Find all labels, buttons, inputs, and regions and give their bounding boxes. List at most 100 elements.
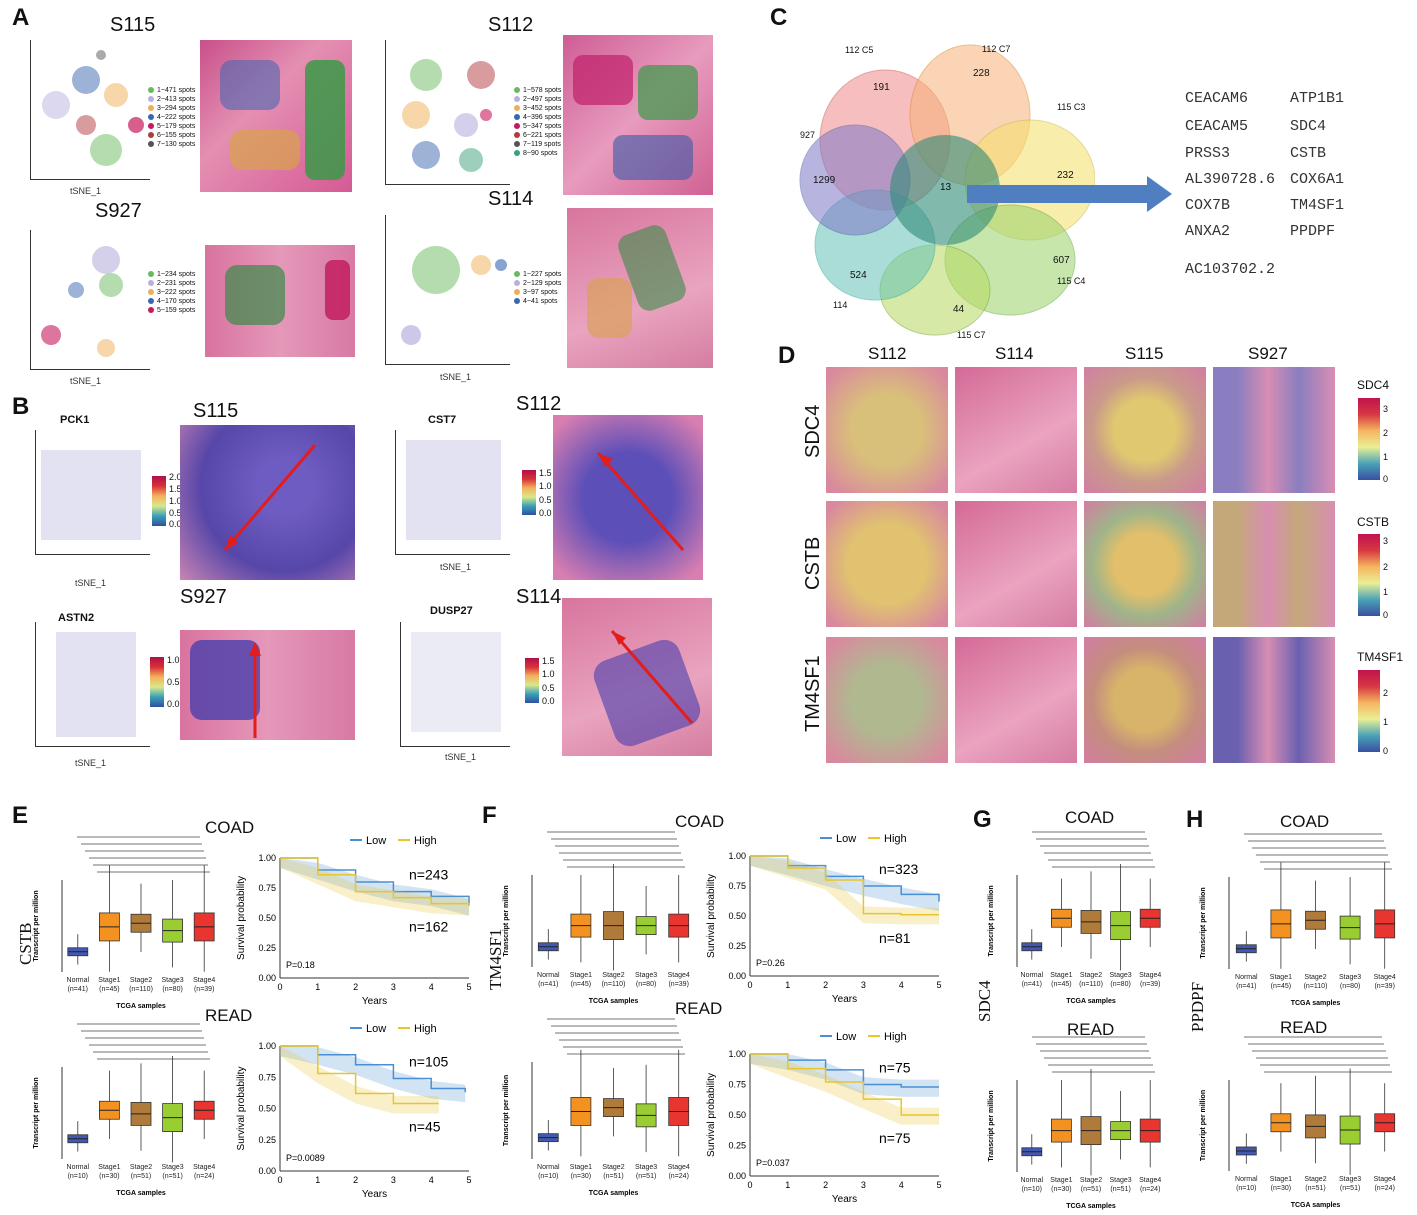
surv-ci-band bbox=[750, 1054, 939, 1125]
box bbox=[1051, 1080, 1072, 1168]
boxplot-svg: Normal (n=41) Stage1 (n=45) Stage2 (n=110) Sta… bbox=[33, 836, 215, 1010]
box-group-label: Stage1 (n=30) bbox=[98, 1164, 120, 1180]
box-ylabel: Transcript per million bbox=[503, 1075, 510, 1146]
d-tick: 2 bbox=[1383, 428, 1389, 438]
g-coad-boxplot: Normal (n=41) Stage1 (n=45) Stage2 (n=110) Sta… bbox=[985, 820, 1175, 1005]
b-dusp27-xlabel: tSNE_1 bbox=[445, 752, 477, 762]
gene-name: ANXA2 bbox=[1185, 223, 1231, 240]
surv-ci-band bbox=[280, 1046, 466, 1103]
venn-label: 115 C7 bbox=[957, 330, 986, 340]
b-dusp27-tick: 0.0 bbox=[542, 696, 555, 706]
box-group-label: Stage2 (n=51) bbox=[130, 1164, 152, 1180]
surv-legend: Low High bbox=[350, 1023, 437, 1035]
b-astn2-tsne bbox=[35, 622, 150, 747]
box bbox=[1270, 862, 1292, 969]
box-group-label: Stage3 (n=80) bbox=[635, 972, 657, 988]
venn-count: 44 bbox=[953, 304, 965, 315]
g-read-boxplot: Normal (n=10) Stage1 (n=30) Stage2 (n=51) Stag… bbox=[985, 1025, 1175, 1210]
b-s114-title: S114 bbox=[516, 586, 562, 608]
surv-pvalue: P=0.26 bbox=[756, 958, 785, 968]
legend-item: 8~90 spots bbox=[514, 149, 561, 158]
b-pck1-gene: PCK1 bbox=[60, 414, 90, 426]
surv-ytick: 0.50 bbox=[258, 913, 276, 923]
a-s115-xlabel: tSNE_1 bbox=[70, 186, 102, 196]
box-group-label: Stage3 (n=80) bbox=[1339, 974, 1361, 990]
d-col-title: S112 bbox=[868, 344, 907, 363]
surv-curve-high bbox=[280, 1045, 439, 1105]
surv-ylabel: Survival probability bbox=[706, 874, 717, 958]
b-astn2-tick: 0.5 bbox=[167, 677, 180, 687]
legend-item: 4~41 spots bbox=[514, 297, 561, 306]
panel-label-h: H bbox=[1186, 806, 1204, 833]
surv-xtick: 3 bbox=[391, 1175, 396, 1185]
surv-ytick: 1.00 bbox=[728, 851, 746, 861]
b-pck1-tick: 0.0 bbox=[169, 519, 182, 529]
box-group-label: Stage2 (n=110) bbox=[602, 972, 626, 988]
box-ylabel: Transcript per million bbox=[33, 1077, 40, 1148]
a-s114-tissue bbox=[567, 208, 713, 368]
box-group-label: Normal (n=10) bbox=[1021, 1177, 1044, 1193]
venn-count: 228 bbox=[973, 68, 990, 79]
surv-xlabel: Years bbox=[362, 1189, 387, 1200]
d-scale-title: SDC4 bbox=[1357, 378, 1390, 392]
d-tick: 0 bbox=[1383, 746, 1389, 756]
surv-legend: Low High bbox=[350, 835, 437, 847]
b-s112-tissue bbox=[553, 415, 703, 580]
box bbox=[537, 1120, 559, 1151]
d-tick: 3 bbox=[1383, 536, 1389, 546]
surv-pvalue: P=0.0089 bbox=[286, 1153, 325, 1163]
b-cst7-tick: 0.0 bbox=[539, 508, 552, 518]
b-dusp27-colorbar bbox=[525, 658, 539, 703]
box bbox=[570, 1049, 592, 1157]
surv-xtick: 0 bbox=[747, 1180, 752, 1190]
box-group-label: Normal (n=10) bbox=[67, 1164, 90, 1180]
surv-legend: Low High bbox=[820, 1031, 907, 1043]
box-group-label: Stage4 (n=39) bbox=[1139, 972, 1161, 988]
surv-pvalue: P=0.18 bbox=[286, 960, 315, 970]
b-dusp27-tick: 0.5 bbox=[542, 683, 555, 693]
box-group-label: Normal (n=41) bbox=[67, 977, 90, 993]
surv-ytick: 1.00 bbox=[258, 853, 276, 863]
svg-text:Low: Low bbox=[836, 833, 856, 845]
d-col-title: S115 bbox=[1125, 344, 1164, 363]
surv-xtick: 4 bbox=[899, 980, 904, 990]
surv-n-low: n=243 bbox=[409, 867, 449, 883]
a-s112-title: S112 bbox=[488, 14, 534, 36]
legend-item: 2~129 spots bbox=[514, 279, 561, 288]
box bbox=[1235, 931, 1257, 962]
legend-item: 1~234 spots bbox=[148, 270, 195, 279]
a-s115-title: S115 bbox=[110, 14, 156, 36]
legend-item: 5~179 spots bbox=[148, 122, 195, 131]
b-astn2-xlabel: tSNE_1 bbox=[75, 758, 107, 768]
surv-xtick: 2 bbox=[823, 1180, 828, 1190]
b-pck1-tsne bbox=[35, 430, 150, 555]
legend-item: 2~413 spots bbox=[148, 95, 195, 104]
box-group-label: Stage4 (n=24) bbox=[1139, 1177, 1161, 1193]
d-colorbar-cstb bbox=[1358, 534, 1380, 616]
d-tick: 0 bbox=[1383, 610, 1389, 620]
surv-xtick: 2 bbox=[823, 980, 828, 990]
legend-item: 4~170 spots bbox=[148, 297, 195, 306]
box-group-label: Stage3 (n=51) bbox=[1110, 1177, 1132, 1193]
box bbox=[668, 1049, 690, 1157]
box-group-label: Normal (n=41) bbox=[1235, 974, 1258, 990]
panel-label-f: F bbox=[482, 802, 497, 829]
surv-ytick: 0.00 bbox=[258, 973, 276, 983]
surv-xtick: 1 bbox=[785, 1180, 790, 1190]
b-astn2-gene: ASTN2 bbox=[58, 612, 95, 624]
surv-ytick: 1.00 bbox=[258, 1041, 276, 1051]
box bbox=[1080, 871, 1102, 959]
venn-count: 524 bbox=[850, 270, 867, 281]
box bbox=[162, 1056, 184, 1163]
venn-label: 114 bbox=[833, 300, 848, 310]
box-ylabel: Transcript per million bbox=[1200, 1090, 1207, 1161]
surv-xlabel: Years bbox=[832, 994, 857, 1005]
b-pck1-scatter bbox=[41, 450, 141, 540]
box bbox=[67, 934, 89, 965]
b-pck1-colorbar bbox=[152, 476, 166, 526]
surv-xtick: 5 bbox=[936, 980, 941, 990]
a-s114-legend: 1~227 spots 2~129 spots 3~97 spots 4~41 … bbox=[514, 270, 561, 306]
surv-curve-high bbox=[750, 1053, 939, 1116]
b-s927-tissue bbox=[180, 630, 355, 740]
surv-ytick: 0.50 bbox=[258, 1104, 276, 1114]
